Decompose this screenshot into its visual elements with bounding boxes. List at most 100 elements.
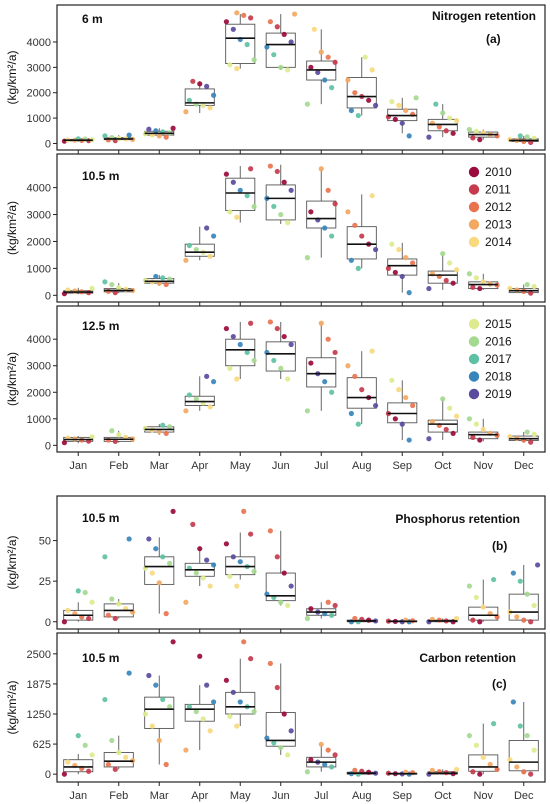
data-point (528, 290, 534, 296)
x-tick-label: Sep (392, 460, 412, 472)
data-point (248, 656, 254, 662)
data-point (466, 416, 472, 422)
data-point (491, 576, 497, 583)
data-point (426, 285, 432, 292)
data-point (271, 740, 277, 746)
data-point (211, 562, 217, 568)
panel-frame (56, 495, 546, 630)
data-point (454, 118, 460, 124)
data-point (230, 689, 236, 695)
y-tick-label: 0 (45, 440, 51, 452)
data-point (183, 408, 189, 414)
data-point (274, 684, 280, 691)
data-point (285, 376, 291, 382)
data-point (345, 77, 351, 83)
box (306, 200, 337, 229)
y-tick-label: 625 (33, 739, 51, 751)
data-point (531, 283, 537, 290)
data-point (429, 767, 435, 773)
data-point (156, 133, 162, 139)
data-point (436, 124, 442, 130)
data-point (223, 325, 229, 332)
data-point (278, 599, 284, 605)
box (346, 226, 377, 260)
data-point (433, 101, 439, 107)
data-point (315, 69, 321, 76)
y-tick-label: 0 (45, 769, 51, 781)
data-point (396, 246, 402, 253)
x-tick-label: Apr (191, 790, 208, 802)
data-point (193, 708, 199, 715)
y-tick-label: 1000 (27, 414, 51, 426)
data-point (251, 357, 257, 364)
data-point (183, 109, 189, 115)
data-point (359, 387, 365, 393)
data-point (112, 438, 118, 444)
data-point (274, 24, 280, 30)
legend-label: 2017 (485, 352, 512, 366)
data-point (410, 770, 416, 776)
panel-title: 6 m (82, 12, 103, 26)
data-point (318, 49, 324, 55)
data-point (440, 250, 446, 257)
data-point (285, 220, 291, 226)
data-point (406, 290, 412, 296)
data-point (329, 612, 335, 618)
data-point (348, 107, 354, 114)
box (225, 23, 256, 64)
data-point (211, 379, 217, 385)
data-point (200, 575, 206, 581)
data-point (227, 62, 233, 68)
data-point (470, 769, 476, 775)
data-point (466, 271, 472, 277)
data-point (473, 128, 479, 134)
data-point (190, 78, 196, 84)
data-point (450, 430, 456, 437)
data-point (163, 134, 169, 140)
data-point (385, 265, 391, 271)
box (265, 32, 296, 68)
data-point (524, 429, 530, 435)
data-point (507, 433, 513, 440)
data-point (241, 639, 247, 645)
data-point (507, 136, 513, 143)
data-point (271, 203, 277, 210)
data-point (308, 64, 314, 70)
data-point (454, 615, 460, 622)
data-point (473, 275, 479, 281)
data-point (410, 402, 416, 409)
data-point (521, 617, 527, 623)
data-point (156, 737, 162, 744)
data-point (477, 137, 483, 143)
data-point (251, 57, 257, 63)
data-point (348, 410, 354, 417)
data-point (329, 85, 335, 91)
x-tick-label: Mar (150, 460, 169, 472)
y-axis-label: (kg/km²/a) (5, 201, 19, 255)
data-point (234, 723, 240, 729)
data-point (410, 260, 416, 266)
data-point (264, 735, 270, 741)
data-point (183, 257, 189, 263)
data-point (170, 639, 176, 645)
legend-swatch (468, 353, 480, 365)
legend-label: 2013 (485, 218, 512, 232)
data-point (325, 747, 331, 753)
legend: 2010 2011 2012 2013 2014 2015 2016 2017 2018 2019 (468, 165, 512, 401)
data-point (153, 546, 159, 552)
y-tick-label: 0 (45, 138, 51, 150)
data-point (153, 273, 159, 280)
data-point (75, 733, 81, 739)
data-point (392, 116, 398, 122)
data-point (153, 682, 159, 688)
data-point (403, 394, 409, 401)
data-point (281, 570, 287, 576)
data-point (200, 102, 206, 109)
data-point (528, 619, 534, 625)
data-point (163, 761, 169, 768)
data-point (142, 711, 148, 717)
data-point (105, 761, 111, 768)
legend-label: 2014 (485, 235, 512, 249)
data-point (271, 52, 277, 58)
